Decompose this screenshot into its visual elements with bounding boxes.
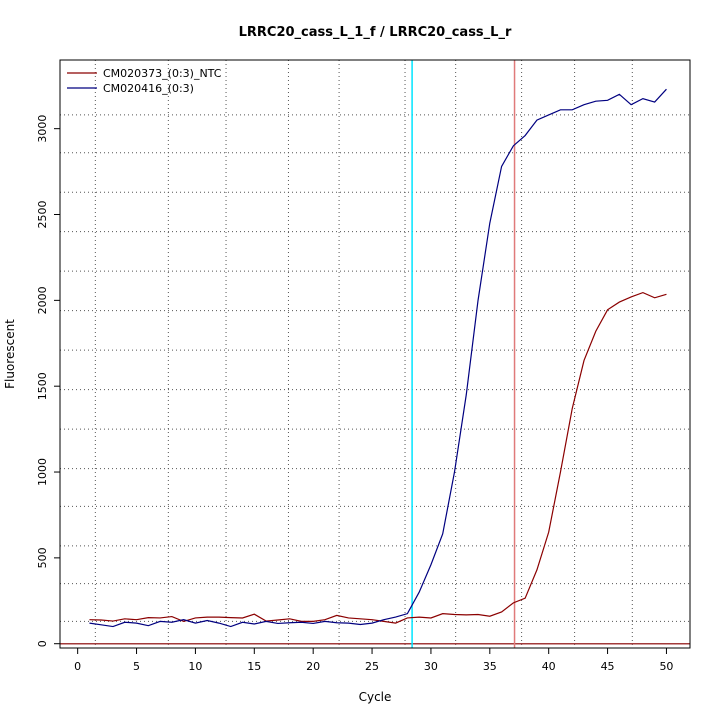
x-axis: 0 5 10 15 20 25 30 35 40 45 50 [74,648,673,673]
x-tick-label: 5 [133,660,140,673]
x-tick-label: 20 [306,660,320,673]
x-tick-label: 25 [365,660,379,673]
x-tick-label: 35 [483,660,497,673]
y-tick-label: 0 [36,640,49,647]
x-tick-label: 50 [659,660,673,673]
legend-label: CM020416_(0:3) [103,82,194,95]
grid [60,60,690,648]
series-line-1 [89,88,667,628]
x-axis-label: Cycle [359,690,392,704]
plot-frame [59,59,691,649]
y-tick-label: 3000 [36,115,49,143]
chart-title: LRRC20_cass_L_1_f / LRRC20_cass_L_r [239,25,512,40]
x-tick-label: 10 [188,660,202,673]
x-tick-label: 0 [74,660,81,673]
reference-lines [60,60,690,648]
x-tick-label: 45 [601,660,615,673]
y-tick-label: 2500 [36,201,49,229]
y-axis-label: Fluorescent [3,319,17,389]
y-tick-label: 1000 [36,458,49,486]
series-lines [89,88,667,628]
x-tick-label: 30 [424,660,438,673]
y-tick-label: 500 [36,547,49,568]
y-tick-label: 1500 [36,372,49,400]
x-tick-label: 15 [247,660,261,673]
legend: CM020373_(0:3)_NTC CM020416_(0:3) [67,67,222,95]
y-tick-label: 2000 [36,286,49,314]
x-tick-label: 40 [542,660,556,673]
legend-label: CM020373_(0:3)_NTC [103,67,222,80]
y-axis: 0 500 1000 1500 2000 2500 3000 [36,115,60,647]
